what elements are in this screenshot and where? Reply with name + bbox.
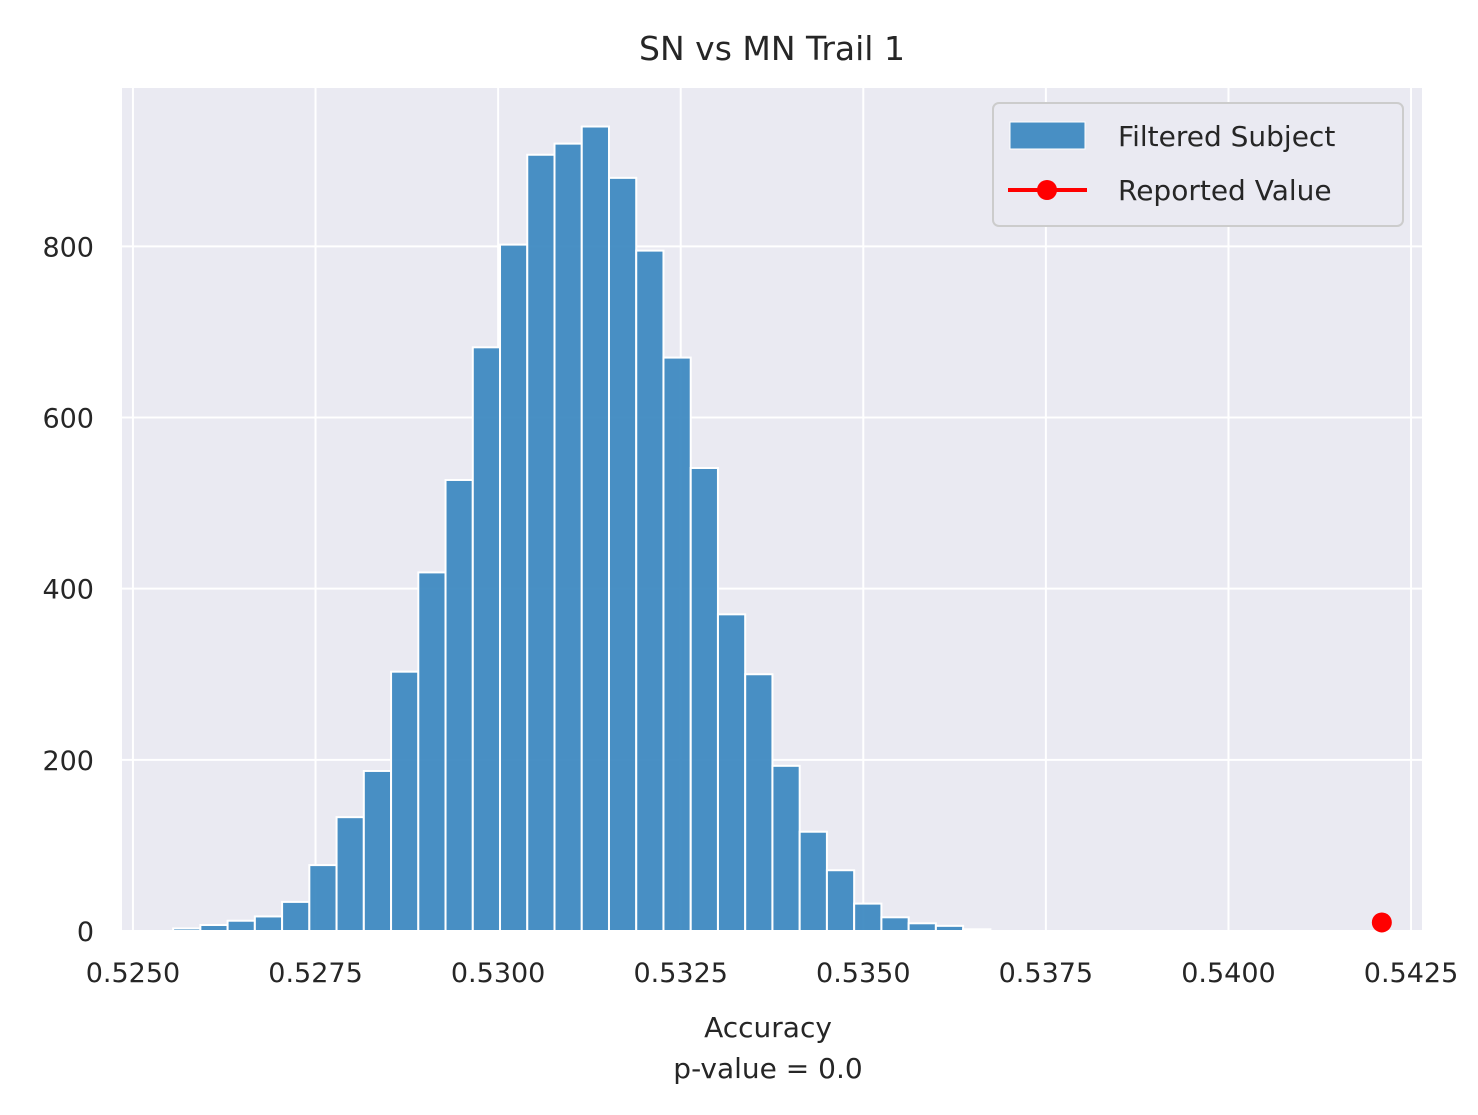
histogram-bar bbox=[607, 176, 638, 933]
x-tick-label: 0.5250 bbox=[86, 958, 180, 989]
histogram-bar bbox=[962, 928, 992, 933]
histogram-bar bbox=[635, 249, 665, 932]
reported-value-point bbox=[1371, 912, 1392, 933]
histogram-bar bbox=[253, 915, 284, 932]
histogram-bar bbox=[716, 613, 747, 932]
histogram-bar bbox=[553, 142, 583, 932]
y-tick-label: 0 bbox=[77, 917, 94, 948]
histogram-bar bbox=[199, 924, 229, 933]
histogram-bar bbox=[362, 769, 393, 932]
x-tick-label: 0.5325 bbox=[633, 958, 727, 989]
x-axis-label: Accuracy bbox=[704, 1011, 832, 1044]
histogram-bar bbox=[798, 830, 828, 932]
histogram-bar bbox=[526, 153, 556, 933]
y-tick-label: 800 bbox=[42, 232, 94, 263]
x-tick-label: 0.5400 bbox=[1181, 958, 1275, 989]
y-tick-label: 600 bbox=[42, 403, 94, 434]
x-tick-label: 0.5375 bbox=[999, 958, 1093, 989]
histogram-bar bbox=[308, 864, 338, 933]
y-tick-label: 200 bbox=[42, 746, 94, 777]
histogram-bar bbox=[825, 869, 856, 932]
histogram-bar bbox=[499, 243, 529, 932]
histogram-bar bbox=[580, 125, 610, 932]
histogram-bar bbox=[390, 670, 420, 932]
histogram-bar bbox=[417, 571, 447, 932]
histogram-bar bbox=[853, 902, 883, 933]
x-tick-label: 0.5275 bbox=[268, 958, 362, 989]
legend-box bbox=[992, 102, 1404, 227]
histogram-bar bbox=[172, 927, 202, 933]
histogram-bars bbox=[172, 125, 992, 933]
histogram-bar bbox=[444, 478, 474, 932]
histogram-bar bbox=[880, 916, 910, 932]
y-tick-label: 400 bbox=[42, 575, 94, 606]
histogram-bar bbox=[226, 919, 256, 932]
y-axis-ticks: 0 200 400 600 800 bbox=[42, 232, 94, 948]
histogram-bar bbox=[281, 900, 311, 933]
histogram-bar bbox=[689, 466, 719, 932]
reported-points bbox=[1371, 912, 1392, 933]
x-axis-sublabel: p-value = 0.0 bbox=[673, 1052, 862, 1085]
x-tick-label: 0.5350 bbox=[816, 958, 910, 989]
histogram-bar bbox=[662, 356, 692, 933]
histogram-bar bbox=[335, 816, 365, 932]
x-tick-label: 0.5425 bbox=[1364, 958, 1458, 989]
chart-title: SN vs MN Trail 1 bbox=[639, 29, 905, 68]
legend-label-filtered-subject: Filtered Subject bbox=[1118, 120, 1335, 153]
legend-swatch-filtered-subject bbox=[1009, 121, 1086, 150]
histogram-bar bbox=[744, 673, 774, 932]
histogram-bar bbox=[471, 346, 502, 932]
histogram-bar bbox=[934, 924, 965, 933]
histogram-bar bbox=[771, 764, 801, 933]
histogram-bar bbox=[907, 922, 937, 933]
x-axis-ticks: 0.5250 0.5275 0.5300 0.5325 0.5350 0.5375 0.54… bbox=[86, 958, 1459, 989]
x-tick-label: 0.5300 bbox=[451, 958, 545, 989]
legend: Filtered Subject Reported Value bbox=[992, 102, 1404, 227]
legend-label-reported-value: Reported Value bbox=[1118, 174, 1332, 207]
legend-marker-reported-value bbox=[1037, 180, 1057, 200]
